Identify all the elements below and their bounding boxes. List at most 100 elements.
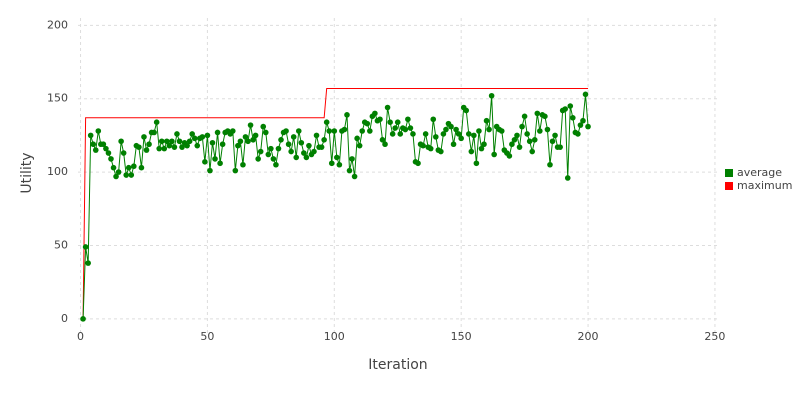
point: [138, 164, 145, 171]
point: [80, 316, 86, 322]
point: [311, 148, 317, 155]
point: [364, 120, 371, 127]
y-tick-label: 150: [47, 92, 68, 105]
point: [158, 138, 165, 145]
point: [564, 175, 571, 181]
point: [450, 141, 457, 148]
point: [301, 150, 307, 156]
point: [394, 119, 401, 125]
point: [524, 131, 530, 137]
point: [443, 126, 449, 133]
point: [171, 144, 178, 150]
point: [473, 160, 480, 167]
point: [313, 132, 320, 139]
point: [326, 128, 333, 134]
point: [334, 154, 340, 161]
point: [430, 116, 437, 123]
point: [262, 129, 269, 136]
x-tick-label: 250: [704, 330, 725, 343]
point: [422, 131, 429, 137]
point: [506, 153, 513, 159]
point: [328, 160, 335, 167]
point: [478, 145, 485, 152]
point: [529, 148, 536, 155]
point: [212, 156, 218, 162]
point: [384, 104, 391, 111]
point: [488, 92, 495, 99]
point: [356, 142, 363, 149]
point: [516, 144, 523, 150]
point: [194, 142, 201, 149]
point: [318, 144, 325, 150]
point: [283, 128, 289, 134]
point: [498, 128, 505, 134]
point: [458, 135, 464, 142]
point: [486, 126, 492, 133]
point: [372, 110, 378, 117]
point: [270, 156, 277, 162]
point: [209, 139, 216, 146]
point: [440, 131, 447, 137]
point: [534, 110, 541, 117]
point: [242, 134, 249, 140]
point: [151, 129, 157, 136]
point: [87, 132, 94, 139]
point: [85, 260, 91, 266]
point: [547, 161, 553, 168]
point: [290, 134, 297, 140]
point: [257, 148, 264, 155]
point: [252, 132, 259, 139]
y-tick-label: 100: [47, 165, 68, 178]
point: [567, 103, 574, 109]
point: [115, 169, 122, 175]
point: [389, 131, 396, 137]
point: [240, 161, 246, 168]
point: [438, 148, 444, 155]
point: [250, 137, 256, 143]
point: [448, 123, 454, 130]
point: [468, 148, 475, 155]
point: [95, 128, 102, 134]
point: [420, 142, 426, 149]
point: [186, 138, 193, 145]
point: [82, 244, 89, 250]
point: [427, 145, 434, 152]
point: [295, 128, 302, 134]
point: [235, 142, 241, 149]
point: [483, 117, 490, 124]
point: [392, 125, 398, 131]
point: [90, 141, 97, 148]
point: [544, 126, 551, 133]
point: [189, 131, 195, 137]
point: [166, 142, 173, 149]
point: [128, 172, 135, 178]
point: [575, 131, 581, 137]
point: [146, 141, 152, 148]
point: [275, 145, 282, 152]
point: [288, 148, 294, 155]
point: [585, 123, 591, 130]
point: [415, 160, 421, 167]
point: [379, 137, 386, 143]
point: [367, 128, 373, 134]
point: [229, 128, 236, 134]
point: [153, 119, 160, 125]
point: [405, 116, 411, 123]
x-tick-label: 200: [578, 330, 599, 343]
point: [531, 137, 538, 143]
point: [410, 131, 416, 137]
point: [557, 144, 563, 150]
point: [265, 151, 272, 158]
point: [169, 138, 175, 145]
point: [268, 145, 274, 152]
x-tick-label: 50: [200, 330, 214, 343]
point: [237, 138, 244, 145]
x-tick-label: 0: [77, 330, 84, 343]
point: [349, 156, 355, 162]
point: [202, 159, 208, 165]
point: [92, 147, 99, 153]
point: [570, 114, 576, 121]
point: [377, 116, 383, 123]
point: [397, 131, 404, 137]
point: [387, 119, 393, 125]
